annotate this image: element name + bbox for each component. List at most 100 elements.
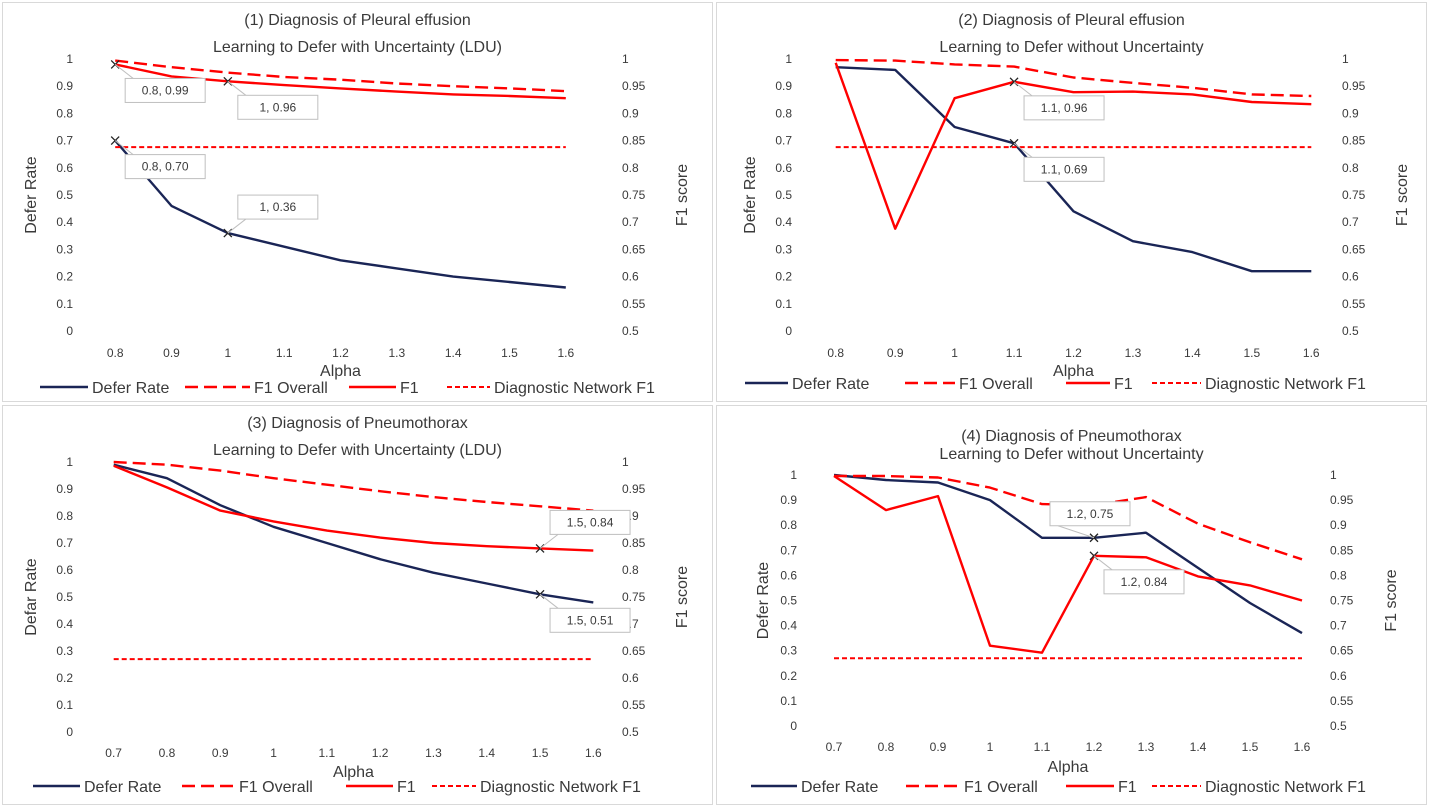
y2-tick-label: 0.95 <box>622 482 646 496</box>
y2-tick-label: 0.65 <box>1330 644 1354 658</box>
series-line-defer-rate <box>833 473 1303 635</box>
x-tick-label: 1 <box>951 346 958 360</box>
data-label: 1.1, 0.69 <box>1041 162 1088 176</box>
y-tick-label: 0.1 <box>775 297 792 311</box>
x-tick-label: 1.2 <box>1086 740 1103 754</box>
chart-subtitle: Learning to Defer with Uncertainty (LDU) <box>213 442 502 459</box>
x-tick-label: 1 <box>224 346 231 360</box>
x-tick-label: 1.5 <box>1243 346 1260 360</box>
y2-axis-label: F1 score <box>674 164 691 226</box>
y-tick-label: 0.4 <box>56 617 73 631</box>
legend-label: Diagnostic Network F1 <box>1205 779 1366 796</box>
y2-axis-label: F1 score <box>1394 164 1411 226</box>
x-tick-label: 0.9 <box>930 740 947 754</box>
y2-tick-label: 1 <box>1342 52 1349 66</box>
y2-tick-label: 1 <box>622 52 629 66</box>
series-line-f1 <box>113 464 594 552</box>
panel-border <box>2 2 713 402</box>
y-tick-label: 0.8 <box>775 106 792 120</box>
legend-label: Defer Rate <box>792 376 869 393</box>
y2-tick-label: 0.7 <box>1330 619 1347 633</box>
y2-tick-label: 0.7 <box>1342 215 1359 229</box>
legend-label: F1 <box>397 779 416 796</box>
legend-label: Diagnostic Network F1 <box>480 779 641 796</box>
y-tick-label: 0.1 <box>56 698 73 712</box>
y2-tick-label: 1 <box>622 455 629 469</box>
y2-tick-label: 0.8 <box>1342 161 1359 175</box>
x-axis-label: Alpha <box>333 764 374 781</box>
y-tick-label: 0 <box>790 719 797 733</box>
legend-label: Defer Rate <box>92 380 169 397</box>
x-tick-label: 1.4 <box>1184 346 1201 360</box>
x-tick-label: 0.9 <box>887 346 904 360</box>
y-tick-label: 0.5 <box>780 594 797 608</box>
y2-tick-label: 0.6 <box>622 270 639 284</box>
callout-leader <box>114 64 134 79</box>
y2-axis-label: F1 score <box>1383 569 1400 631</box>
data-label: 1.2, 0.75 <box>1067 507 1114 521</box>
y2-tick-label: 0.65 <box>622 242 646 256</box>
x-tick-label: 1.3 <box>388 346 405 360</box>
legend-label: Diagnostic Network F1 <box>1205 376 1366 393</box>
y-tick-label: 0.8 <box>56 106 73 120</box>
callout-leader <box>1013 81 1033 97</box>
callout-box <box>549 509 631 535</box>
panel-border <box>2 405 713 805</box>
y2-tick-label: 0.6 <box>1342 270 1359 284</box>
y-tick-label: 0 <box>66 324 73 338</box>
y-tick-label: 0.8 <box>56 509 73 523</box>
y2-tick-label: 0.85 <box>1342 134 1366 148</box>
y-tick-label: 0.2 <box>775 270 792 284</box>
legend-label: Defer Rate <box>801 779 878 796</box>
y2-tick-label: 0.8 <box>622 563 639 577</box>
y-tick-label: 0.6 <box>775 161 792 175</box>
y2-tick-label: 0.55 <box>1342 297 1366 311</box>
y-tick-label: 1 <box>66 455 73 469</box>
series-line-defer-rate <box>114 139 566 289</box>
x-axis-label: Alpha <box>1053 363 1094 380</box>
legend-label: F1 Overall <box>959 376 1033 393</box>
x-tick-label: 1.6 <box>557 346 574 360</box>
y-tick-label: 1 <box>790 468 797 482</box>
y-tick-label: 0.3 <box>56 644 73 658</box>
chart-subtitle: Learning to Defer with Uncertainty (LDU) <box>213 39 502 56</box>
y2-tick-label: 0.85 <box>622 134 646 148</box>
x-tick-label: 1.3 <box>425 746 442 760</box>
y-tick-label: 0.9 <box>56 482 73 496</box>
y2-tick-label: 0.75 <box>622 590 646 604</box>
x-tick-label: 1.1 <box>276 346 293 360</box>
y2-tick-label: 0.65 <box>622 644 646 658</box>
y2-tick-label: 0.9 <box>1330 518 1347 532</box>
x-tick-label: 1.5 <box>1242 740 1259 754</box>
y2-tick-label: 0.65 <box>1342 242 1366 256</box>
x-tick-label: 0.8 <box>159 746 176 760</box>
y2-tick-label: 0.55 <box>622 297 646 311</box>
callout-leader <box>1013 142 1033 158</box>
data-label: 1.2, 0.84 <box>1121 575 1168 589</box>
x-tick-label: 0.7 <box>826 740 843 754</box>
chart-subtitle: Learning to Defer without Uncertainty <box>939 446 1203 463</box>
x-tick-label: 1.2 <box>372 746 389 760</box>
legend-label: F1 Overall <box>254 380 328 397</box>
y2-tick-label: 0.9 <box>622 106 639 120</box>
callout-leader <box>1093 555 1113 571</box>
y-tick-label: 0.8 <box>780 518 797 532</box>
series-line-defer-rate <box>113 463 594 604</box>
callout-box <box>549 607 631 633</box>
series-line-f1-overall <box>835 58 1312 98</box>
callout-box <box>1023 95 1105 121</box>
y-tick-label: 0.9 <box>780 493 797 507</box>
y-tick-label: 0 <box>785 324 792 338</box>
y-tick-label: 0.5 <box>56 590 73 604</box>
y2-tick-label: 0.9 <box>1342 106 1359 120</box>
data-label: 0.8, 0.70 <box>142 160 189 174</box>
callout-leader <box>1057 525 1095 539</box>
x-tick-label: 0.7 <box>105 746 122 760</box>
legend-label: F1 Overall <box>964 779 1038 796</box>
y-tick-label: 0.7 <box>775 134 792 148</box>
legend-label: F1 <box>1118 779 1137 796</box>
y-tick-label: 0.7 <box>56 536 73 550</box>
chart-title: (1) Diagnosis of Pleural effusion <box>244 12 471 29</box>
callout-box <box>1023 156 1105 182</box>
